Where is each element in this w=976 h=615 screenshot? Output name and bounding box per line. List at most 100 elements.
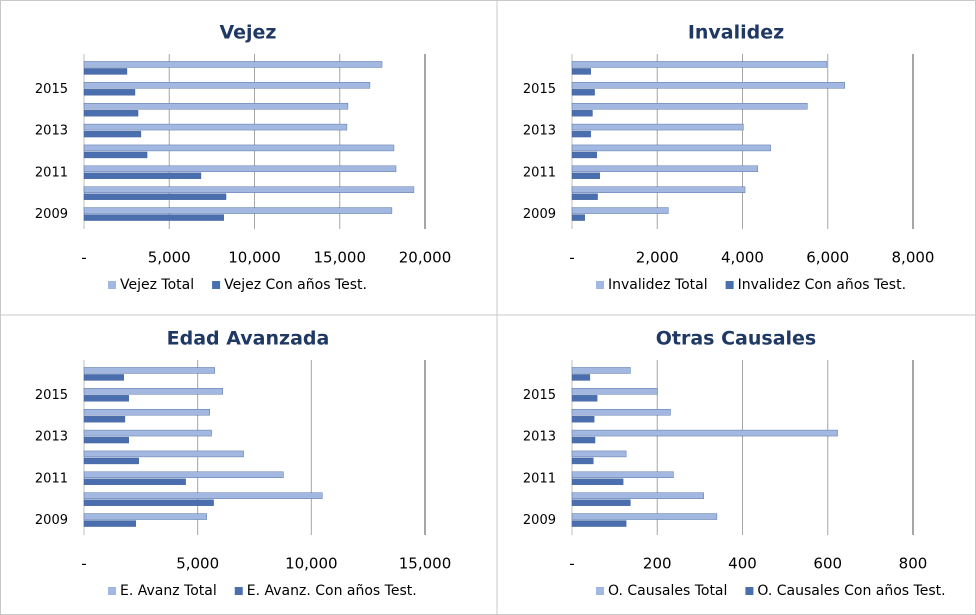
bar	[83, 82, 371, 89]
bar	[571, 429, 838, 437]
bar	[571, 193, 598, 200]
bar	[83, 193, 227, 200]
bar	[571, 367, 631, 374]
bar	[571, 374, 591, 381]
bar	[571, 123, 744, 131]
y-tick-label: 2009	[35, 513, 68, 528]
bar	[571, 478, 624, 486]
bar	[571, 395, 598, 402]
bar	[83, 89, 136, 96]
bar	[571, 408, 671, 416]
x-tick-label: 400	[728, 555, 757, 573]
bar	[83, 450, 244, 458]
y-tick-label: 2015	[35, 388, 68, 403]
bar	[83, 374, 124, 381]
x-tick-label: 600	[813, 555, 842, 573]
x-tick-label: -	[569, 249, 574, 267]
bar	[571, 109, 593, 117]
legend-label: Invalidez Total	[608, 277, 708, 293]
y-tick-label: 2015	[523, 82, 556, 97]
bar	[83, 492, 323, 499]
bar	[83, 109, 139, 117]
x-tick-label: 15,000	[314, 249, 367, 267]
bar	[83, 436, 129, 444]
y-tick-label: 2013	[523, 430, 556, 445]
y-tick-label: 2009	[35, 207, 68, 222]
bar	[83, 429, 212, 437]
x-tick-label: 10,000	[228, 249, 281, 267]
bar	[83, 123, 348, 131]
bar	[83, 130, 142, 138]
bar	[571, 151, 597, 159]
legend-swatch	[596, 281, 604, 289]
x-tick-label: 6,000	[806, 249, 849, 267]
bar	[571, 415, 595, 423]
x-tick-label: 4,000	[721, 249, 764, 267]
bar	[83, 520, 137, 527]
legend-label: Invalidez Con años Test.	[738, 277, 906, 293]
x-tick-label: -	[569, 555, 574, 573]
y-tick-label: 2013	[35, 430, 68, 445]
bar	[83, 499, 214, 506]
y-tick-label: 2011	[523, 165, 556, 180]
y-tick-label: 2011	[523, 471, 556, 486]
x-tick-label: 5,000	[176, 555, 219, 573]
bar	[83, 172, 202, 180]
bar	[83, 102, 349, 110]
legend-swatch	[745, 587, 754, 595]
bar	[571, 499, 631, 506]
bar	[571, 492, 704, 499]
bar	[83, 388, 223, 395]
x-tick-label: 200	[643, 555, 672, 573]
chart-title: Invalidez	[688, 22, 784, 44]
bar	[571, 513, 718, 520]
bar	[571, 471, 674, 479]
legend-label: O. Causales Con años Test.	[757, 583, 945, 599]
bar	[571, 68, 591, 75]
bar	[571, 82, 845, 89]
y-tick-label: 2013	[523, 124, 556, 139]
legend-swatch	[234, 587, 243, 595]
chart-title: Otras Causales	[656, 328, 816, 350]
bar	[83, 151, 148, 159]
bar	[83, 68, 128, 75]
x-tick-label: 10,000	[285, 555, 338, 573]
x-tick-label: 15,000	[399, 555, 452, 573]
bar	[571, 61, 828, 68]
y-tick-label: 2009	[523, 207, 556, 222]
x-tick-label: 8,000	[892, 249, 935, 267]
x-tick-label: -	[81, 249, 86, 267]
bar	[83, 513, 207, 520]
bar	[83, 186, 415, 193]
bar	[571, 207, 669, 214]
bar	[571, 130, 591, 138]
bar	[571, 436, 596, 444]
y-tick-label: 2015	[523, 388, 556, 403]
bar	[83, 415, 126, 423]
bar	[83, 478, 186, 486]
bar	[83, 207, 393, 214]
legend-label: E. Avanz Total	[120, 583, 217, 599]
x-tick-label: 2,000	[636, 249, 679, 267]
legend-swatch	[108, 281, 116, 289]
legend-label: Vejez Con años Test.	[224, 277, 367, 293]
legend-swatch	[596, 587, 604, 595]
legend-label: E. Avanz. Con años Test.	[247, 583, 417, 599]
y-tick-label: 2009	[523, 513, 556, 528]
bar	[83, 144, 395, 152]
bar	[571, 214, 585, 221]
bar	[83, 408, 210, 416]
bar	[571, 144, 771, 152]
x-tick-label: -	[81, 555, 86, 573]
chart-title: Edad Avanzada	[167, 328, 330, 350]
bar	[83, 471, 284, 479]
bar	[83, 395, 129, 402]
bar	[83, 457, 139, 465]
bar	[571, 172, 600, 180]
bar	[571, 450, 627, 458]
legend-swatch	[725, 281, 734, 289]
legend-label: O. Causales Total	[608, 583, 727, 599]
legend-swatch	[212, 281, 221, 289]
